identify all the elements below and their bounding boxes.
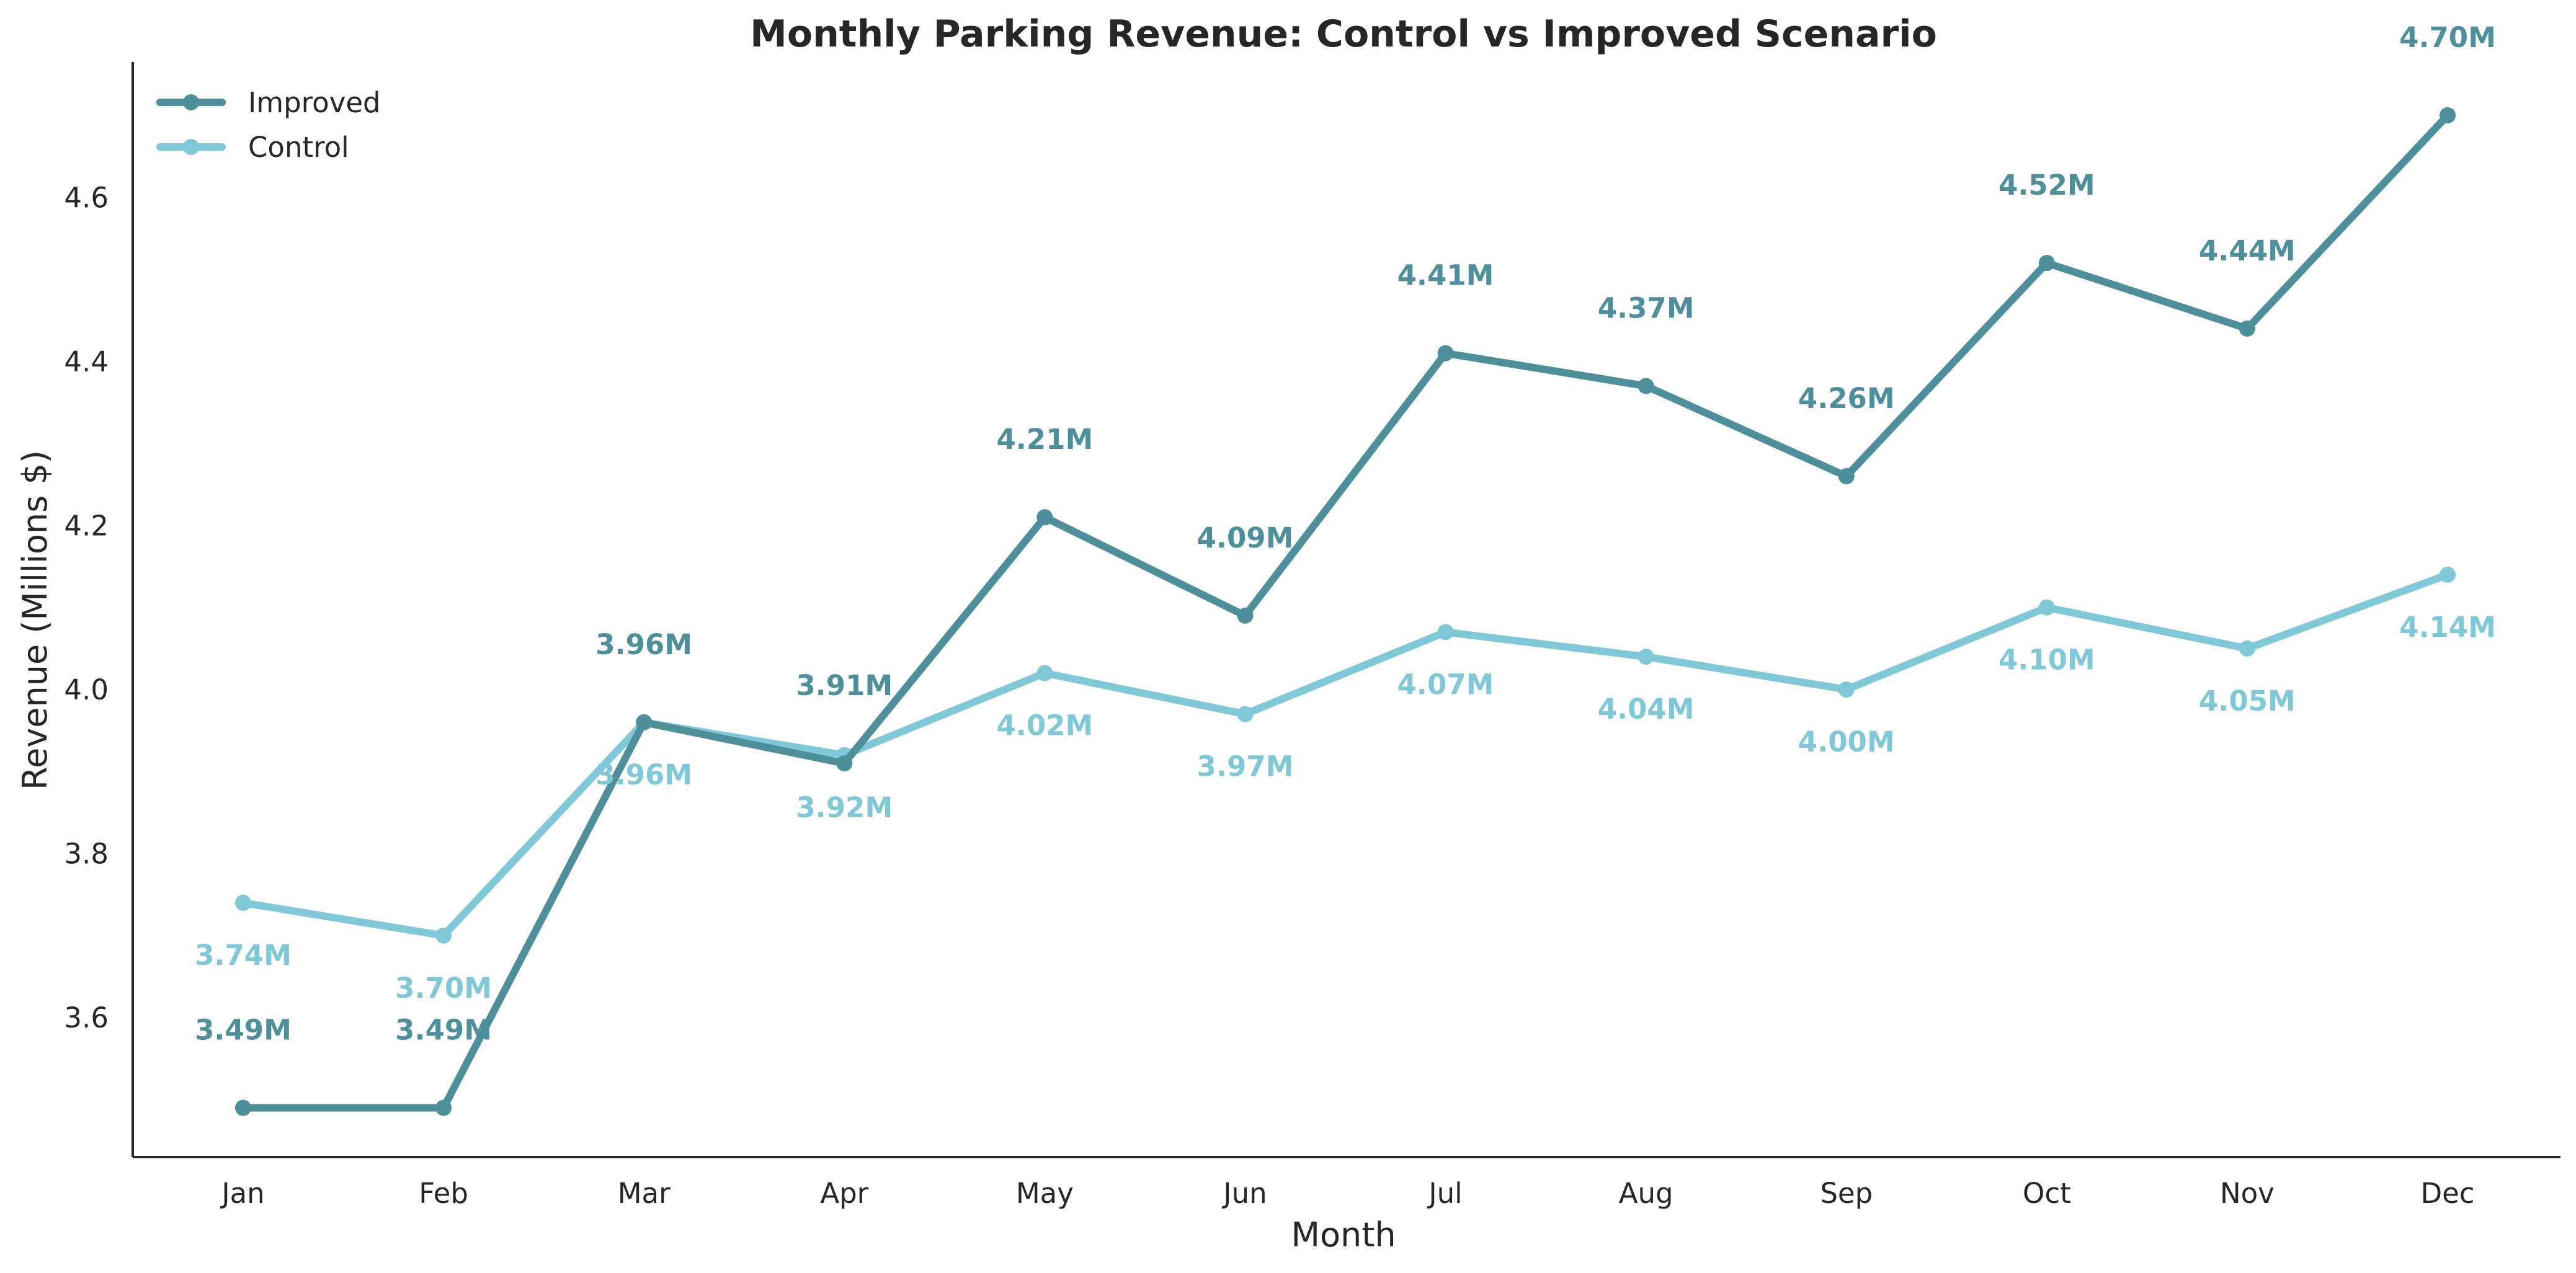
y-tick-label: 4.6 bbox=[64, 181, 109, 214]
data-point-improved bbox=[836, 755, 853, 772]
data-label-control: 4.10M bbox=[1999, 644, 2095, 676]
legend-swatch-marker bbox=[183, 139, 199, 155]
data-labels-layer: 3.49M 3.49M 3.96M 3.91M 4.21M 4.09M 4.41M 4.37M… bbox=[195, 21, 2496, 1047]
data-point-control bbox=[435, 927, 452, 944]
data-point-control bbox=[235, 894, 251, 911]
x-tick-label: Aug bbox=[1619, 1177, 1674, 1210]
data-point-improved bbox=[235, 1099, 251, 1116]
data-point-improved bbox=[435, 1099, 452, 1116]
data-point-control bbox=[1437, 624, 1454, 641]
x-tick-label: Nov bbox=[2220, 1177, 2275, 1210]
data-label-improved: 4.37M bbox=[1598, 292, 1695, 325]
data-point-improved bbox=[2440, 107, 2456, 123]
data-point-control bbox=[1237, 706, 1254, 722]
data-point-control bbox=[1036, 665, 1053, 681]
data-label-improved: 3.91M bbox=[796, 669, 893, 702]
data-label-control: 4.05M bbox=[2199, 685, 2296, 717]
data-label-improved: 4.70M bbox=[2399, 21, 2496, 54]
x-tick-label: Feb bbox=[419, 1177, 468, 1210]
legend-label: Improved bbox=[248, 86, 381, 119]
legend-item-control: Control bbox=[156, 131, 349, 164]
chart-title: Monthly Parking Revenue: Control vs Impr… bbox=[750, 12, 1937, 56]
data-label-control: 3.92M bbox=[796, 791, 893, 824]
x-tick-label: Apr bbox=[820, 1177, 868, 1210]
legend-label: Control bbox=[248, 131, 349, 164]
y-tick-label: 4.4 bbox=[64, 345, 109, 378]
data-label-improved: 3.49M bbox=[395, 1014, 492, 1047]
data-point-improved bbox=[1838, 468, 1855, 485]
y-ticks: 3.6 3.8 4.0 4.2 4.4 4.6 bbox=[64, 181, 109, 1034]
x-tick-label: Jul bbox=[1427, 1177, 1462, 1210]
legend: Improved Control bbox=[156, 86, 381, 164]
data-label-improved: 4.09M bbox=[1197, 521, 1294, 554]
series-line-improved bbox=[239, 111, 2451, 1112]
legend-swatch-marker bbox=[183, 94, 199, 110]
series-line-control bbox=[239, 570, 2451, 939]
data-label-improved: 4.41M bbox=[1397, 259, 1494, 292]
x-tick-label: May bbox=[1016, 1177, 1074, 1210]
data-label-improved: 4.52M bbox=[1999, 169, 2095, 202]
axes bbox=[131, 62, 2560, 1158]
x-axis-label: Month bbox=[1291, 1215, 1396, 1254]
data-label-improved: 3.49M bbox=[195, 1014, 292, 1047]
data-point-improved bbox=[2038, 255, 2055, 272]
data-point-improved bbox=[2239, 320, 2255, 337]
x-tick-label: Oct bbox=[2023, 1177, 2071, 1210]
data-label-control: 4.14M bbox=[2399, 611, 2496, 644]
y-tick-label: 4.2 bbox=[64, 509, 109, 542]
y-tick-label: 3.6 bbox=[64, 1001, 109, 1034]
data-point-improved bbox=[1638, 378, 1654, 394]
data-label-control: 3.97M bbox=[1197, 750, 1294, 783]
data-label-improved: 3.96M bbox=[595, 628, 692, 661]
x-tick-label: Jan bbox=[220, 1177, 264, 1210]
x-tick-label: Dec bbox=[2420, 1177, 2474, 1210]
data-label-control: 4.00M bbox=[1798, 725, 1895, 758]
y-axis-label: Revenue (Millions $) bbox=[16, 450, 55, 790]
x-tick-label: Jun bbox=[1221, 1177, 1267, 1210]
x-tick-label: Sep bbox=[1820, 1177, 1873, 1210]
data-label-improved: 4.21M bbox=[996, 423, 1093, 456]
data-label-control: 4.02M bbox=[996, 709, 1093, 742]
y-tick-label: 4.0 bbox=[64, 673, 109, 706]
data-point-improved bbox=[636, 714, 653, 730]
data-point-control bbox=[2239, 640, 2255, 657]
data-point-control bbox=[2038, 599, 2055, 616]
data-point-control bbox=[2440, 566, 2456, 583]
series-control bbox=[235, 566, 2456, 944]
data-point-control bbox=[1638, 649, 1654, 665]
data-label-control: 3.70M bbox=[395, 972, 492, 1005]
series-improved bbox=[235, 107, 2456, 1116]
data-label-control: 3.96M bbox=[595, 758, 692, 791]
data-point-improved bbox=[1036, 509, 1053, 526]
data-label-control: 4.07M bbox=[1397, 668, 1494, 701]
data-point-improved bbox=[1437, 345, 1454, 361]
data-point-control bbox=[1838, 681, 1855, 698]
series-layer bbox=[235, 107, 2456, 1116]
data-label-control: 4.04M bbox=[1598, 693, 1695, 725]
y-tick-label: 3.8 bbox=[64, 838, 109, 871]
x-tick-label: Mar bbox=[618, 1177, 671, 1210]
data-label-control: 3.74M bbox=[195, 939, 292, 972]
legend-item-improved: Improved bbox=[156, 86, 381, 119]
data-point-improved bbox=[1237, 607, 1254, 624]
x-ticks: Jan Feb Mar Apr May Jun Jul Aug Sep Oct Nov Dec bbox=[220, 1177, 2474, 1210]
data-label-improved: 4.26M bbox=[1798, 382, 1895, 415]
data-label-improved: 4.44M bbox=[2199, 234, 2296, 267]
